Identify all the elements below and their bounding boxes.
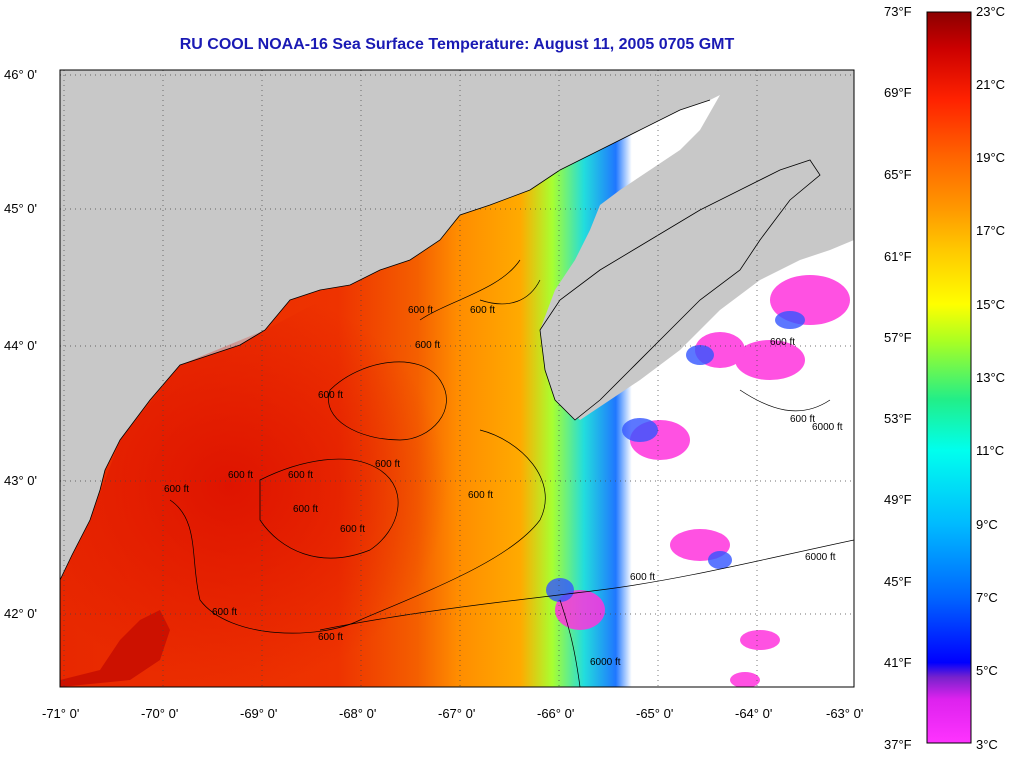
sst-map: 600 ft 600 ft 600 ft 600 ft 600 ft 600 f…: [4, 67, 863, 721]
colorbar-c-label: 5°C: [976, 663, 998, 678]
lon-tick-label: -71° 0': [42, 706, 79, 721]
contour-label: 6000 ft: [812, 422, 843, 433]
lat-tick-label: 43° 0': [4, 473, 37, 488]
lon-tick-label: -63° 0': [826, 706, 863, 721]
contour-label: 600 ft: [630, 572, 655, 583]
contour-label: 600 ft: [318, 632, 343, 643]
lon-tick-label: -64° 0': [735, 706, 772, 721]
contour-label: 600 ft: [790, 414, 815, 425]
map-frame: [59, 69, 855, 688]
contour-label: 600 ft: [770, 337, 795, 348]
lon-tick-label: -70° 0': [141, 706, 178, 721]
lon-tick-label: -65° 0': [636, 706, 673, 721]
contour-label: 600 ft: [228, 470, 253, 481]
colorbar-f-label: 41°F: [884, 655, 912, 670]
colorbar: [926, 11, 972, 744]
contour-label: 600 ft: [318, 390, 343, 401]
contour-label: 600 ft: [470, 305, 495, 316]
colorbar-f-label: 61°F: [884, 249, 912, 264]
lon-tick-label: -69° 0': [240, 706, 277, 721]
contour-label: 600 ft: [375, 459, 400, 470]
contour-label: 600 ft: [408, 305, 433, 316]
colorbar-f-label: 65°F: [884, 167, 912, 182]
contour-label: 6000 ft: [590, 657, 621, 668]
lon-tick-label: -66° 0': [537, 706, 574, 721]
lat-axis: 46° 0' 45° 0' 44° 0' 43° 0' 42° 0': [4, 67, 37, 621]
color-scale-legend: 73°F 69°F 65°F 61°F 57°F 53°F 49°F 45°F …: [880, 0, 1016, 761]
lat-tick-label: 45° 0': [4, 201, 37, 216]
lat-tick-label: 46° 0': [4, 67, 37, 82]
colorbar-f-label: 45°F: [884, 574, 912, 589]
map-title: RU COOL NOAA-16 Sea Surface Temperature:…: [179, 36, 735, 53]
colorbar-c-label: 7°C: [976, 590, 998, 605]
colorbar-f-label: 73°F: [884, 4, 912, 19]
colorbar-c-label: 3°C: [976, 737, 998, 752]
contour-label: 600 ft: [164, 484, 189, 495]
colorbar-f-label: 57°F: [884, 330, 912, 345]
contour-label: 6000 ft: [805, 552, 836, 563]
colorbar-f-label: 49°F: [884, 492, 912, 507]
contour-label: 600 ft: [212, 607, 237, 618]
colorbar-c-label: 19°C: [976, 150, 1006, 165]
lon-tick-label: -67° 0': [438, 706, 475, 721]
colorbar-c-label: 23°C: [976, 4, 1006, 19]
colorbar-f-label: 37°F: [884, 737, 912, 752]
colorbar-c-label: 15°C: [976, 297, 1006, 312]
colorbar-c-label: 17°C: [976, 223, 1006, 238]
contour-label: 600 ft: [415, 340, 440, 351]
contour-label: 600 ft: [288, 470, 313, 481]
colorbar-f-label: 53°F: [884, 411, 912, 426]
contour-label: 600 ft: [468, 490, 493, 501]
colorbar-c-label: 21°C: [976, 77, 1006, 92]
lat-tick-label: 44° 0': [4, 338, 37, 353]
depth-contour-labels: 600 ft 600 ft 600 ft 600 ft 600 ft 600 f…: [164, 305, 843, 668]
lon-axis: -71° 0' -70° 0' -69° 0' -68° 0' -67° 0' …: [42, 706, 863, 721]
lon-tick-label: -68° 0': [339, 706, 376, 721]
contour-label: 600 ft: [340, 524, 365, 535]
lat-tick-label: 42° 0': [4, 606, 37, 621]
contour-label: 600 ft: [293, 504, 318, 515]
colorbar-f-label: 69°F: [884, 85, 912, 100]
colorbar-c-label: 11°C: [976, 443, 1005, 458]
colorbar-c-label: 9°C: [976, 517, 998, 532]
colorbar-c-label: 13°C: [976, 370, 1006, 385]
